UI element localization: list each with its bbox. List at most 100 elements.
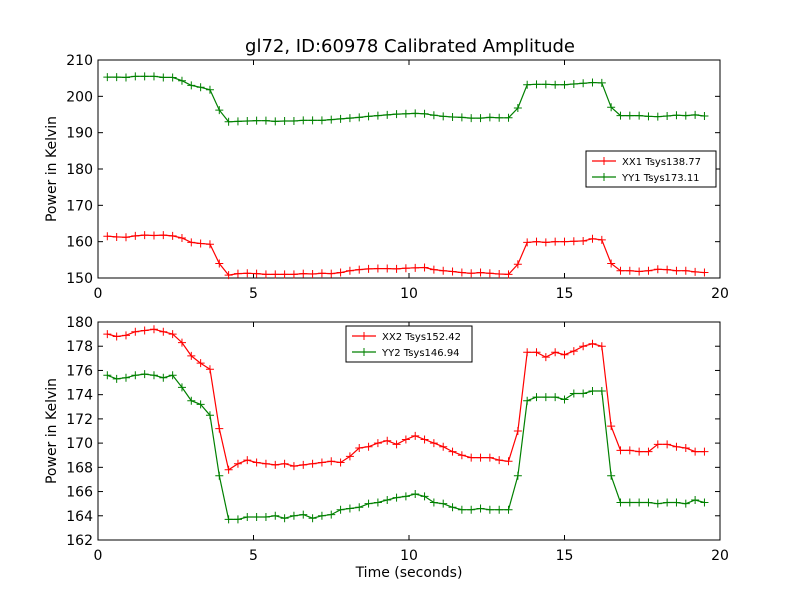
data-point (103, 232, 112, 241)
x-tick-label: 20 (711, 286, 729, 302)
data-point (224, 465, 233, 474)
data-point (663, 265, 672, 274)
data-point (205, 240, 214, 249)
data-point (131, 72, 140, 81)
data-point (411, 263, 420, 272)
data-point (588, 234, 597, 243)
data-point (196, 83, 205, 92)
data-point (635, 267, 644, 276)
data-point (383, 496, 392, 505)
data-point (588, 78, 597, 87)
data-point (187, 351, 196, 360)
data-point (597, 342, 606, 351)
data-point (579, 389, 588, 398)
data-point (691, 496, 700, 505)
data-point (364, 499, 373, 508)
y-tick-label: 168 (66, 460, 93, 476)
data-point (261, 459, 270, 468)
data-point (149, 325, 158, 334)
data-point (551, 237, 560, 246)
data-point (579, 79, 588, 88)
data-point (280, 514, 289, 523)
data-point (131, 327, 140, 336)
legend: XX1 Tsys138.77 YY1 Tsys173.11 (585, 150, 717, 188)
data-point (187, 81, 196, 90)
data-point (569, 237, 578, 246)
x-tick-label: 15 (556, 286, 574, 302)
data-point (355, 265, 364, 274)
data-point (672, 111, 681, 120)
data-point (429, 111, 438, 120)
data-point (485, 505, 494, 514)
data-point (289, 270, 298, 279)
data-point (196, 400, 205, 409)
data-point (457, 268, 466, 277)
data-point (523, 238, 532, 247)
data-point (345, 114, 354, 123)
data-point (448, 447, 457, 456)
data-point (336, 114, 345, 123)
data-point (373, 439, 382, 448)
y-tick-label: 160 (66, 235, 93, 251)
data-point (261, 270, 270, 279)
data-point (280, 459, 289, 468)
top-plot: 0 5 10 15 20 150 160 170 180 190 200 210 Power in Ke… (44, 53, 729, 302)
data-point (532, 237, 541, 246)
data-point (467, 453, 476, 462)
data-point (513, 103, 522, 112)
data-point (504, 457, 513, 466)
legend-marker (360, 348, 368, 356)
data-point (653, 440, 662, 449)
data-point (663, 498, 672, 507)
data-point (653, 499, 662, 508)
data-point (457, 505, 466, 514)
data-point (569, 79, 578, 88)
data-point (168, 371, 177, 380)
data-point (131, 231, 140, 240)
data-point (495, 270, 504, 279)
data-point (541, 393, 550, 402)
data-point (317, 269, 326, 278)
data-point (541, 80, 550, 89)
data-point (551, 80, 560, 89)
data-point (635, 447, 644, 456)
data-point (467, 505, 476, 514)
data-point (700, 268, 709, 277)
data-point (215, 424, 224, 433)
data-point (364, 442, 373, 451)
data-point (439, 112, 448, 121)
data-point (327, 457, 336, 466)
data-point (224, 117, 233, 126)
data-point (327, 510, 336, 519)
data-point (476, 453, 485, 462)
data-point (364, 264, 373, 273)
data-point (560, 237, 569, 246)
y-tick-label: 210 (66, 53, 93, 69)
data-point (103, 73, 112, 82)
data-point (308, 270, 317, 279)
data-point (411, 109, 420, 118)
data-point (420, 109, 429, 118)
x-tick-label: 0 (94, 286, 103, 302)
data-point (616, 446, 625, 455)
data-point (681, 111, 690, 120)
series-yy1 (103, 72, 709, 126)
series-xx1 (103, 231, 709, 280)
data-point (280, 270, 289, 279)
data-point (317, 116, 326, 125)
data-point (653, 265, 662, 274)
data-point (112, 232, 121, 241)
data-point (196, 359, 205, 368)
data-point (121, 233, 130, 242)
data-point (159, 373, 168, 382)
data-point (411, 489, 420, 498)
data-point (159, 327, 168, 336)
data-point (579, 342, 588, 351)
data-point (616, 111, 625, 120)
data-point (392, 264, 401, 273)
data-point (140, 72, 149, 81)
data-point (560, 80, 569, 89)
data-point (429, 498, 438, 507)
data-point (252, 269, 261, 278)
data-point (327, 269, 336, 278)
